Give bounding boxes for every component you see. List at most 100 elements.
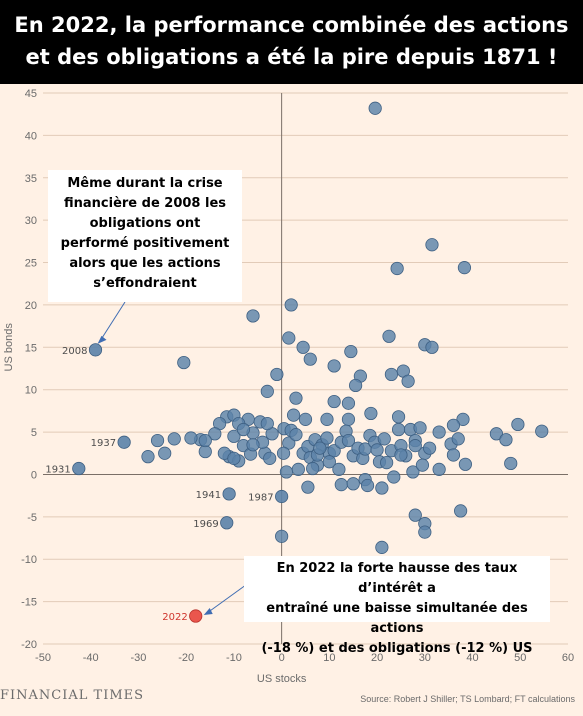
data-point xyxy=(279,465,294,479)
data-point xyxy=(341,433,356,448)
data-point xyxy=(422,441,437,455)
annotation-2008-line: obligations ont xyxy=(89,216,201,231)
y-tick-label: 25 xyxy=(25,258,37,270)
data-point xyxy=(284,298,298,312)
data-point xyxy=(327,444,341,458)
data-point xyxy=(377,432,391,446)
point-label: 1969 xyxy=(193,519,218,530)
data-point xyxy=(332,462,346,476)
data-point xyxy=(368,101,382,115)
annotation-2022-line: (-18 %) et des obligations (-12 %) US xyxy=(261,641,533,656)
data-point xyxy=(384,367,399,382)
data-point xyxy=(499,433,513,447)
y-axis-title: US bonds xyxy=(3,323,15,372)
annotation-2008-line: s’effondraient xyxy=(93,276,197,291)
point-label: 2022 xyxy=(162,612,187,623)
data-point xyxy=(375,481,389,495)
point-label: 1987 xyxy=(248,493,273,504)
data-point xyxy=(458,457,472,471)
x-tick-label: -50 xyxy=(35,652,51,664)
data-point xyxy=(380,455,394,470)
data-point xyxy=(489,427,504,441)
data-point xyxy=(415,458,430,472)
data-point xyxy=(401,374,415,388)
data-point xyxy=(289,391,303,405)
data-point xyxy=(301,480,315,494)
data-point xyxy=(504,456,518,471)
data-point xyxy=(406,465,420,479)
x-tick-label: -10 xyxy=(226,652,242,664)
data-point xyxy=(391,422,406,437)
data-point xyxy=(150,433,165,448)
point-label: 1937 xyxy=(91,438,116,449)
data-point xyxy=(370,443,384,457)
data-point xyxy=(260,384,274,398)
data-point xyxy=(227,429,241,443)
ft-logo: FINANCIAL TIMES xyxy=(0,688,145,703)
data-point xyxy=(391,410,406,424)
data-point-labeled xyxy=(220,516,234,530)
y-tick-label: -20 xyxy=(21,639,37,651)
data-point xyxy=(425,340,439,354)
y-tick-label: 30 xyxy=(25,215,37,227)
data-point xyxy=(418,525,432,539)
annotation-2008-line: Même durant la crise xyxy=(67,176,223,191)
data-point xyxy=(260,416,274,431)
source-note: Source: Robert J Shiller; TS Lombard; FT… xyxy=(360,694,575,704)
data-point xyxy=(227,451,241,465)
data-point xyxy=(360,478,375,493)
data-point xyxy=(270,367,284,382)
data-point xyxy=(275,529,289,543)
y-tick-label: 45 xyxy=(25,88,37,100)
annotation-2022-line: entraîné une baisse simultanée des actio… xyxy=(266,601,528,636)
data-point xyxy=(246,438,260,452)
data-point xyxy=(184,431,198,445)
x-tick-label: 10 xyxy=(323,652,335,664)
annotation-2022-pointer xyxy=(205,581,251,615)
data-point xyxy=(346,477,360,491)
data-point xyxy=(296,340,310,354)
x-tick-label: -40 xyxy=(83,652,99,664)
chart-title: En 2022, la performance combinée des act… xyxy=(0,0,583,84)
title-line-1: En 2022, la performance combinée des act… xyxy=(14,13,569,37)
data-point xyxy=(511,417,525,432)
data-point xyxy=(289,428,303,442)
data-point xyxy=(320,412,334,426)
point-label: 2008 xyxy=(62,346,87,357)
title-line-2: et des obligations a été la pire depuis … xyxy=(25,45,558,69)
data-point xyxy=(387,470,401,484)
annotation-2008-arrowhead xyxy=(97,335,107,344)
data-point xyxy=(198,444,212,459)
data-point xyxy=(432,462,446,476)
data-point xyxy=(246,309,260,323)
data-point-labeled xyxy=(222,487,236,501)
data-point xyxy=(413,421,427,435)
data-point xyxy=(408,439,422,453)
y-tick-label: 20 xyxy=(25,300,37,312)
data-point xyxy=(320,431,334,445)
data-point xyxy=(303,352,317,366)
data-point xyxy=(432,425,446,439)
y-tick-label: 0 xyxy=(31,469,37,481)
y-tick-label: 15 xyxy=(25,342,37,354)
data-point xyxy=(382,329,396,343)
data-point xyxy=(446,448,461,462)
y-tick-label: 5 xyxy=(31,427,37,439)
data-point xyxy=(141,450,155,464)
y-tick-label: 40 xyxy=(25,130,37,142)
data-point xyxy=(344,344,358,359)
annotation-2008-line: financière de 2008 les xyxy=(63,196,227,211)
data-point-labeled xyxy=(117,435,131,449)
data-point xyxy=(334,478,348,492)
y-tick-label: 10 xyxy=(25,385,37,397)
data-point xyxy=(208,427,222,441)
data-point xyxy=(451,432,465,446)
point-label: 1931 xyxy=(45,465,70,476)
data-point xyxy=(306,461,320,476)
data-point xyxy=(446,418,461,432)
data-point xyxy=(456,412,470,426)
data-point xyxy=(535,424,549,438)
data-point xyxy=(158,446,172,460)
annotation-2022-box: En 2022 la forte hausse des taux d’intér… xyxy=(244,556,550,656)
data-point xyxy=(341,396,356,410)
